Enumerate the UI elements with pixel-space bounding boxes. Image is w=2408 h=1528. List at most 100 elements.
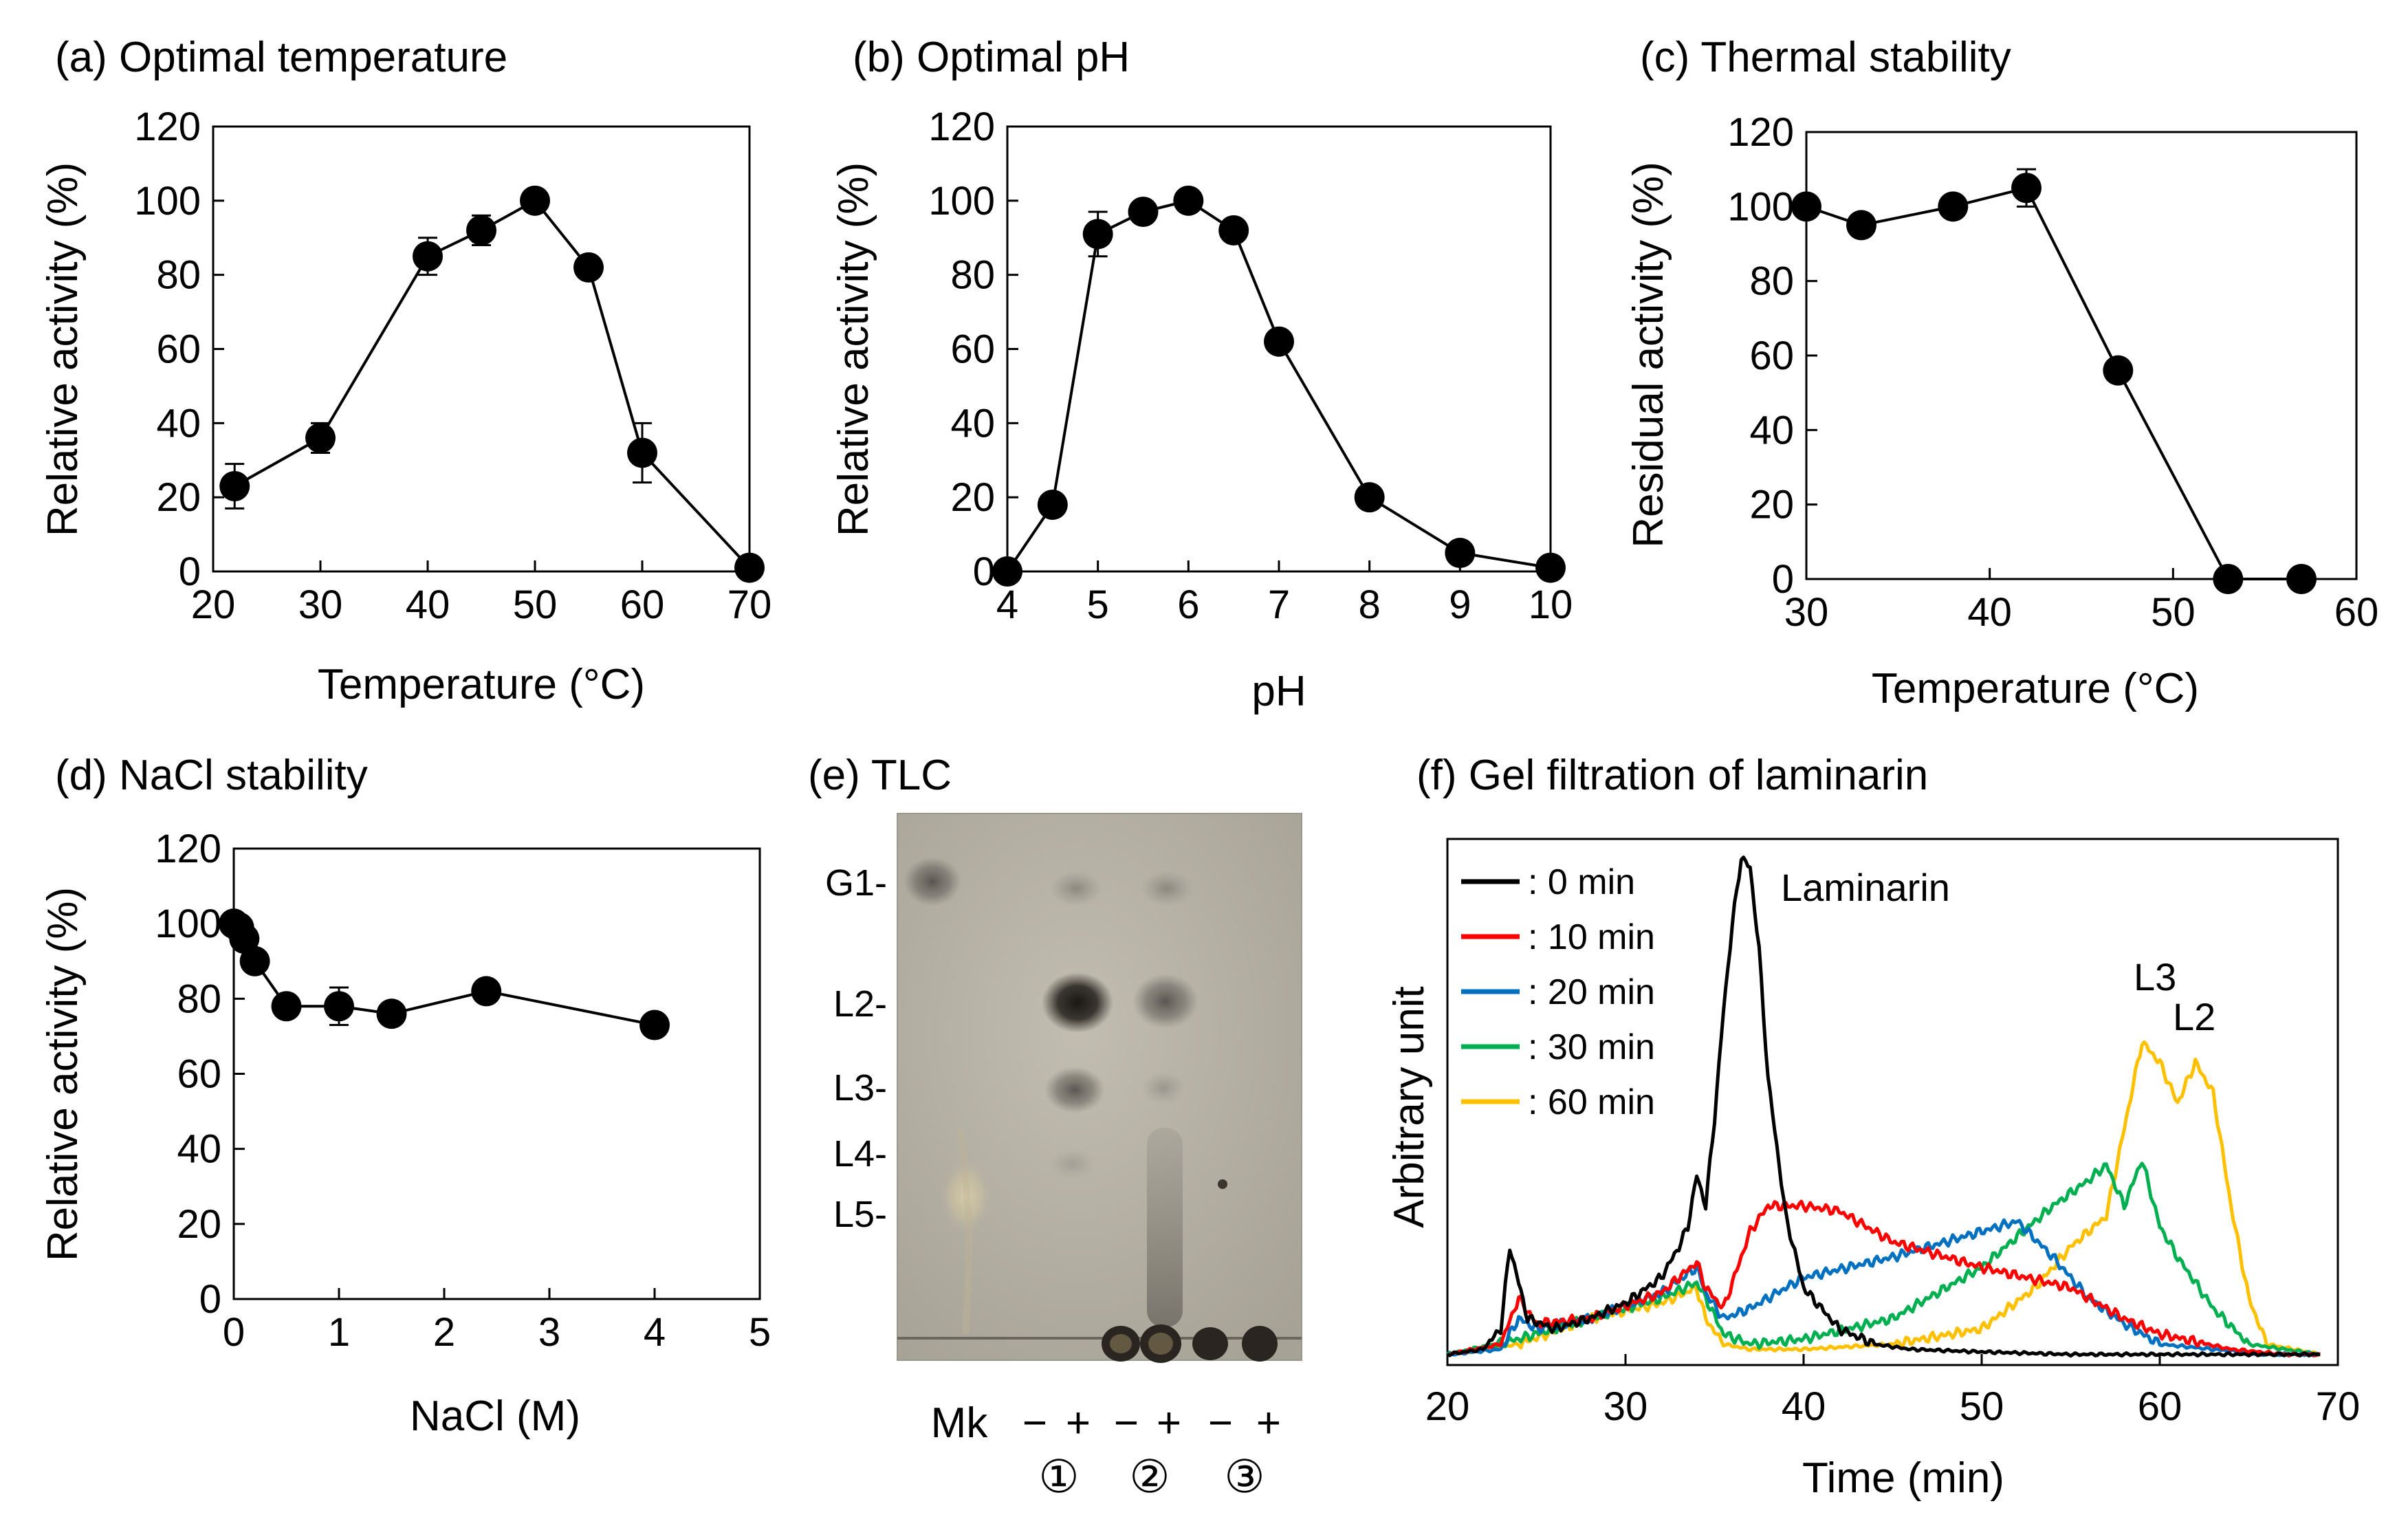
chart-f-frame xyxy=(1446,838,2339,1366)
chart-a-ytick-label: 40 xyxy=(156,401,201,446)
chart-c-xtick-label: 30 xyxy=(1784,590,1829,635)
chart-d: 0 20 40 60 80 100 120 0 1 2 3 4 5 NaCl (M) Relative … xyxy=(39,827,771,1440)
chart-b-ylabel: Relative activity (%) xyxy=(830,162,877,536)
tlc-lane-1-minus: − xyxy=(1022,1399,1047,1447)
chart-c-xtick-label: 40 xyxy=(1967,590,2012,635)
chart-b-point xyxy=(1128,197,1159,228)
chart-b-ytick-label: 20 xyxy=(950,475,995,520)
tlc-panel: G1- L2- L3- L4- L5- Mk − + − + − + ① ② ③ xyxy=(825,813,1302,1502)
chart-c-frame xyxy=(1805,131,2358,580)
tlc-smear-s2 xyxy=(1147,1128,1183,1327)
chart-b-ytick-label: 100 xyxy=(928,179,995,223)
tlc-sample-3: ③ xyxy=(1224,1451,1265,1502)
chart-f-legend: : 0 min: 10 min: 20 min: 30 min: 60 min xyxy=(1461,862,1655,1122)
chart-c-ylabel: Residual activity (%) xyxy=(1625,162,1672,548)
chart-d-ylabel: Relative activity (%) xyxy=(39,887,87,1261)
chart-f-xtick-label: 70 xyxy=(2316,1384,2361,1429)
chart-b-point xyxy=(1082,219,1113,250)
chart-a-ytick-label: 20 xyxy=(156,475,201,520)
chart-f-title: (f) Gel filtration of laminarin xyxy=(1416,752,1928,799)
chart-f-ylabel: Arbitrary unit xyxy=(1386,986,1433,1227)
chart-a-point xyxy=(466,215,496,245)
chart-d-ytick-label: 120 xyxy=(155,827,221,871)
chart-d-point xyxy=(324,991,354,1022)
tlc-streak-mk xyxy=(956,1127,974,1335)
chart-a-ytick-label: 100 xyxy=(134,179,201,223)
tlc-spot-s2-l2 xyxy=(1132,974,1198,1029)
chart-b-xtick-label: 9 xyxy=(1449,582,1471,627)
tlc-origin-blob-2-ring xyxy=(1148,1333,1173,1355)
chart-c-point xyxy=(1938,191,1969,222)
chart-a-frame xyxy=(212,125,751,573)
chart-d-xtick-label: 2 xyxy=(433,1310,455,1355)
chart-a-xtick-label: 50 xyxy=(513,582,558,627)
chart-f-legend-label: : 10 min xyxy=(1528,917,1655,957)
tlc-std-l3: L3- xyxy=(833,1067,887,1109)
chart-d-ytick-label: 80 xyxy=(177,976,221,1021)
chart-a-point xyxy=(413,241,443,272)
chart-c-xtick-label: 50 xyxy=(2151,590,2196,635)
chart-c-ytick-label: 120 xyxy=(1727,110,1794,155)
chart-b-point xyxy=(1264,326,1294,357)
chart-b-ytick-label: 40 xyxy=(950,401,995,446)
chart-f-xtick-label: 60 xyxy=(2138,1384,2182,1429)
chart-a-point xyxy=(219,470,250,501)
chart-d-xtick-label: 1 xyxy=(328,1310,350,1355)
tlc-lane-2-plus: + xyxy=(1157,1399,1181,1447)
chart-f-annotation-l3: L3 xyxy=(2134,955,2176,998)
chart-d-point xyxy=(271,991,302,1022)
chart-a-xtick-label: 70 xyxy=(727,582,772,627)
tlc-lane-3-plus: + xyxy=(1256,1399,1281,1447)
chart-c-ytick-label: 40 xyxy=(1749,408,1794,452)
chart-c-point xyxy=(2011,173,2042,204)
tlc-lane-mk: Mk xyxy=(931,1399,989,1447)
chart-a-ylabel: Relative activity (%) xyxy=(39,162,87,536)
chart-c-xlabel: Temperature (°C) xyxy=(1872,665,2199,712)
chart-c-ytick-label: 100 xyxy=(1727,184,1794,229)
tlc-plate-border xyxy=(897,813,1302,1361)
chart-a-ytick-label: 60 xyxy=(156,327,201,372)
chart-b-title: (b) Optimal pH xyxy=(853,34,1130,81)
chart-b-ytick-label: 60 xyxy=(950,327,995,372)
chart-a-xtick-label: 40 xyxy=(406,582,450,627)
chart-f-xtick-label: 30 xyxy=(1603,1384,1648,1429)
chart-b-xtick-label: 4 xyxy=(996,582,1018,627)
chart-c-point xyxy=(2103,355,2134,386)
tlc-spot-mk-g1 xyxy=(904,857,961,906)
tlc-lane-2-minus: − xyxy=(1114,1399,1139,1447)
chart-c-point xyxy=(2213,564,2244,594)
chart-c-ytick-label: 20 xyxy=(1749,483,1794,527)
chart-b-xtick-label: 8 xyxy=(1359,582,1381,627)
chart-b-xtick-label: 7 xyxy=(1268,582,1290,627)
chart-c-xtick-label: 60 xyxy=(2334,590,2379,635)
tlc-spot-s1-l4 xyxy=(1049,1148,1096,1179)
chart-f-annotation-laminarin: Laminarin xyxy=(1781,866,1950,909)
chart-d-ytick-label: 100 xyxy=(155,902,221,946)
chart-a-point xyxy=(627,437,657,468)
tlc-sample-2: ② xyxy=(1129,1451,1170,1502)
chart-b-point xyxy=(1445,538,1476,569)
chart-a-ytick-label: 80 xyxy=(156,253,201,298)
tlc-std-l4: L4- xyxy=(833,1133,887,1175)
tlc-std-g1: G1- xyxy=(825,862,887,904)
chart-d-title: (d) NaCl stability xyxy=(55,752,368,799)
chart-b-point xyxy=(992,556,1022,587)
chart-f-xtick-label: 40 xyxy=(1782,1384,1826,1429)
chart-f-legend-label: : 30 min xyxy=(1528,1027,1655,1067)
chart-d-xlabel: NaCl (M) xyxy=(410,1393,580,1440)
chart-f-legend-label: : 20 min xyxy=(1528,972,1655,1012)
chart-b-ytick-label: 0 xyxy=(973,549,995,594)
chart-f-xtick-label: 50 xyxy=(1960,1384,2004,1429)
chart-b-ytick-label: 120 xyxy=(928,105,995,149)
chart-f: 20 30 40 50 60 70 : 0 min: 10 min: 20 min: 30… xyxy=(1386,838,2361,1502)
chart-b-point xyxy=(1037,489,1068,520)
chart-a-point xyxy=(734,552,765,583)
chart-f-series-line xyxy=(1447,1199,2321,1357)
chart-c-point xyxy=(1791,191,1821,222)
chart-f-xtick-label: 20 xyxy=(1425,1384,1470,1429)
chart-c-series-line xyxy=(1806,186,2301,580)
chart-b-point xyxy=(1535,552,1566,583)
chart-c-ytick-label: 0 xyxy=(1772,557,1794,602)
chart-a-ytick-label: 0 xyxy=(179,549,201,594)
